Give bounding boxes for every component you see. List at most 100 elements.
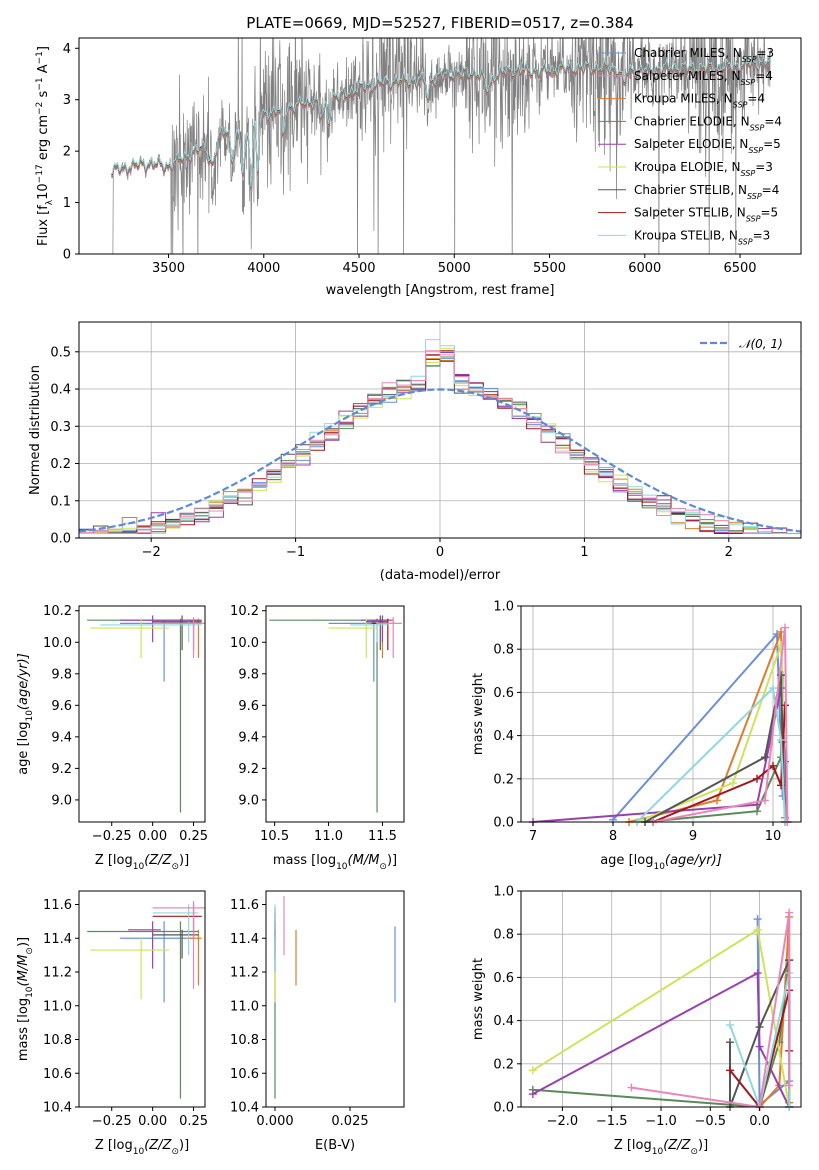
x-tick-label: −1 bbox=[286, 545, 305, 560]
legend-entry: Kroupa MILES, NSSP=4 bbox=[634, 92, 765, 110]
y-tick-label: 0.0 bbox=[493, 1101, 514, 1116]
legend-entry: Chabrier ELODIE, NSSP=4 bbox=[634, 114, 782, 131]
y-axis-label: mass [log10(M/M⊙)] bbox=[16, 937, 35, 1061]
x-tick-label: 5000 bbox=[438, 261, 471, 276]
x-tick-label: 4000 bbox=[247, 261, 280, 276]
y-tick-label: 11.0 bbox=[43, 999, 72, 1014]
spectrum-legend: Chabrier MILES, NSSP=3 Salpeter MILES, NS… bbox=[598, 46, 782, 246]
x-tick-label: −0.5 bbox=[695, 1114, 727, 1129]
legend-entry: 𝒩(0, 1) bbox=[739, 337, 783, 351]
weight-line-c9 bbox=[631, 912, 791, 1107]
y-tick-label: 3 bbox=[63, 93, 71, 108]
legend-entry: Chabrier STELIB, NSSP=4 bbox=[634, 183, 779, 201]
y-tick-label: 1.0 bbox=[493, 885, 514, 900]
x-tick-label: 2 bbox=[725, 545, 733, 560]
x-axis-label: Z [log10(Z/Z⊙)] bbox=[95, 1138, 189, 1157]
y-tick-label: 0.3 bbox=[50, 420, 71, 435]
y-tick-label: 10.0 bbox=[230, 636, 259, 651]
y-tick-label: 9.2 bbox=[51, 762, 72, 777]
axes-frame bbox=[265, 890, 405, 1108]
x-tick-label: −1.5 bbox=[596, 1114, 628, 1129]
x-tick-label: −1.0 bbox=[645, 1114, 677, 1129]
weight-marker-c4 bbox=[528, 1090, 537, 1099]
legend-entry: Salpeter STELIB, NSSP=5 bbox=[634, 206, 778, 224]
weight-marker-c8 bbox=[769, 684, 777, 693]
y-tick-label: 0.1 bbox=[50, 494, 71, 509]
spectrum-panel: 3500 4000 4500 5000 5500 6000 6500 0 1 2 3 4 wavelen… bbox=[35, 37, 802, 298]
weight-marker-c7 bbox=[726, 1066, 735, 1075]
axes-frame bbox=[78, 890, 206, 1108]
axes-frame bbox=[78, 37, 802, 255]
model-spectrum-line-c8 bbox=[111, 55, 771, 187]
y-tick-label: 1 bbox=[63, 196, 71, 211]
x-axis-label: age [log10(age/yr)] bbox=[600, 853, 722, 872]
y-tick-label: 9.4 bbox=[238, 730, 259, 745]
legend-entry: Kroupa ELODIE, NSSP=3 bbox=[634, 160, 773, 178]
y-axis-label: age [log10(age/yr)] bbox=[16, 653, 35, 775]
x-tick-label: 11.5 bbox=[368, 829, 397, 844]
y-tick-label: 9.8 bbox=[51, 667, 72, 682]
weight-marker-c8 bbox=[726, 1020, 735, 1029]
x-tick-label: 8 bbox=[609, 829, 617, 844]
x-axis-label: Z [log10(Z/Z⊙)] bbox=[614, 1138, 708, 1157]
y-tick-label: 9.2 bbox=[238, 762, 259, 777]
x-tick-label: 0 bbox=[436, 545, 444, 560]
x-axis-label: E(B-V) bbox=[315, 1138, 355, 1153]
x-tick-label: −0.25 bbox=[92, 1114, 132, 1129]
weight-marker-c8 bbox=[777, 735, 785, 744]
legend-entry: Kroupa STELIB, NSSP=3 bbox=[634, 228, 770, 246]
y-tick-label: 11.4 bbox=[43, 932, 72, 947]
y-tick-label: 9.0 bbox=[51, 793, 72, 808]
y-tick-label: 11.2 bbox=[230, 966, 259, 981]
x-tick-label: 7 bbox=[529, 829, 537, 844]
weight-marker-c5 bbox=[528, 1066, 537, 1075]
x-tick-label: −0.25 bbox=[92, 829, 132, 844]
x-tick-label: 6500 bbox=[723, 261, 756, 276]
x-axis-label: wavelength [Angstrom, rest frame] bbox=[326, 283, 555, 298]
y-tick-label: 11.2 bbox=[43, 966, 72, 981]
x-tick-label: 0.00 bbox=[138, 1114, 167, 1129]
x-axis-label: mass [log10(M/M⊙)] bbox=[273, 853, 397, 872]
x-tick-label: 1 bbox=[580, 545, 588, 560]
x-tick-label: 10.5 bbox=[260, 829, 289, 844]
mass-vs-ebv-panel: 0.000 0.025 10.4 10.6 10.8 11.0 11.2 11.4 11.6 E(… bbox=[230, 890, 405, 1153]
x-tick-label: 11.0 bbox=[314, 829, 343, 844]
y-tick-label: 10.6 bbox=[43, 1067, 72, 1082]
y-tick-label: 0.6 bbox=[493, 686, 514, 701]
x-tick-label: 4500 bbox=[342, 261, 375, 276]
y-tick-label: 10.2 bbox=[230, 604, 259, 619]
weight-marker-c6 bbox=[726, 1038, 735, 1047]
y-tick-label: 0.2 bbox=[493, 772, 514, 787]
x-axis-label: (data-model)/error bbox=[380, 568, 501, 583]
weight-marker-c9 bbox=[781, 623, 789, 632]
weight-line-c9 bbox=[652, 627, 789, 822]
weight-marker-c7 bbox=[769, 761, 777, 770]
x-tick-label: 0.0 bbox=[749, 1114, 770, 1129]
y-tick-label: 0.5 bbox=[50, 345, 71, 360]
y-tick-label: 9.4 bbox=[51, 730, 72, 745]
y-tick-label: 0.2 bbox=[493, 1057, 514, 1072]
x-tick-label: 6000 bbox=[628, 261, 661, 276]
weight-marker-c2 bbox=[713, 796, 721, 805]
x-tick-label: 5500 bbox=[533, 261, 566, 276]
y-tick-label: 11.0 bbox=[230, 999, 259, 1014]
y-tick-label: 10.8 bbox=[43, 1033, 72, 1048]
x-tick-label: 0.25 bbox=[179, 1114, 208, 1129]
weight-marker-c5 bbox=[729, 779, 737, 788]
age-vs-metallicity-panel: −0.25 0.00 0.25 9.0 9.2 9.4 9.6 9.8 10.0 10.2 Z [l… bbox=[16, 604, 208, 872]
y-axis-label: Normed distribution bbox=[28, 365, 43, 495]
axes-frame bbox=[265, 605, 405, 823]
x-tick-label: 3500 bbox=[152, 261, 185, 276]
legend-entry: Chabrier MILES, NSSP=3 bbox=[634, 46, 774, 64]
x-tick-label: 9 bbox=[689, 829, 697, 844]
y-tick-label: 9.6 bbox=[238, 699, 259, 714]
y-tick-label: 0.8 bbox=[493, 928, 514, 943]
weight-marker-c6 bbox=[755, 1023, 764, 1032]
x-tick-label: −2.0 bbox=[547, 1114, 579, 1129]
y-axis-label: Flux [fλ10−17 erg cm−2 s−1 A−1] bbox=[35, 46, 55, 246]
y-tick-label: 10.6 bbox=[230, 1067, 259, 1082]
y-tick-label: 0.0 bbox=[493, 816, 514, 831]
y-tick-label: 1.0 bbox=[493, 600, 514, 615]
x-tick-label: 0.025 bbox=[331, 1114, 368, 1129]
